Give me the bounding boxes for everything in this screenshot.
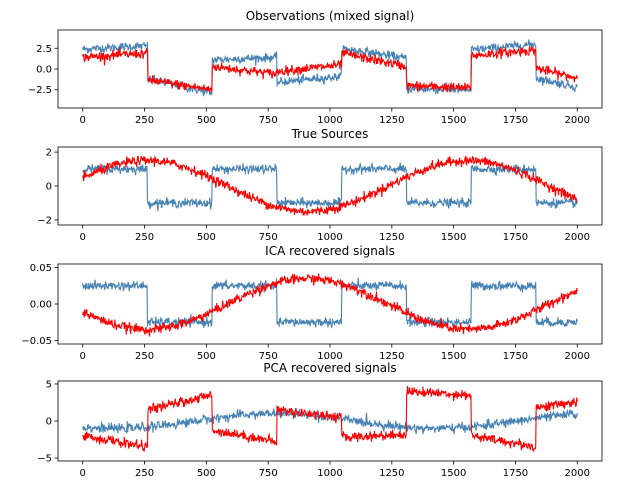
panel-true-sources-xtick-label: 1250 bbox=[379, 232, 404, 243]
panel-ica-ytick-label: 0.00 bbox=[30, 300, 52, 311]
panel-ica-xtick-label: 0 bbox=[80, 351, 86, 362]
panel-observations-xtick-label: 1250 bbox=[379, 115, 404, 126]
panel-observations-xtick-label: 1000 bbox=[317, 115, 342, 126]
panel-observations: Observations (mixed signal) 0 250 500 750 10… bbox=[28, 9, 603, 126]
panel-ica-plot bbox=[82, 273, 578, 337]
panel-pca-plot bbox=[82, 385, 578, 453]
panel-true-sources-ytick-label: −2 bbox=[37, 215, 52, 226]
panel-true-sources-ytick-label: 0 bbox=[46, 182, 52, 193]
panel-true-sources-xtick-label: 1750 bbox=[503, 232, 528, 243]
panel-ica-xtick-label: 1750 bbox=[503, 351, 528, 362]
panel-observations-xtick-label: 750 bbox=[259, 115, 278, 126]
panel-pca-xtick-label: 1000 bbox=[317, 468, 342, 479]
panel-observations-xtick-label: 500 bbox=[197, 115, 216, 126]
panel-pca-series-line-1 bbox=[82, 385, 578, 453]
panel-true-sources-xtick-label: 500 bbox=[197, 232, 216, 243]
panel-pca-xtick-label: 1250 bbox=[379, 468, 404, 479]
panel-pca-xtick-label: 500 bbox=[197, 468, 216, 479]
panel-pca-xtick-label: 0 bbox=[80, 468, 86, 479]
panel-ica-xtick-label: 1500 bbox=[441, 351, 466, 362]
panel-observations-ytick-label: 0.0 bbox=[36, 65, 52, 76]
panel-ica-xtick-label: 1000 bbox=[317, 351, 342, 362]
panel-observations-plot bbox=[82, 39, 578, 97]
panel-observations-ytick-label: −2.5 bbox=[28, 85, 52, 96]
panel-true-sources-xtick-label: 0 bbox=[80, 232, 86, 243]
panel-pca-ytick-label: −5 bbox=[37, 454, 52, 465]
panel-observations-xtick-label: 250 bbox=[135, 115, 154, 126]
panel-ica-ytick-label: −0.05 bbox=[21, 336, 52, 347]
panel-ica-series-line-1 bbox=[82, 273, 578, 337]
panel-true-sources-xtick-label: 250 bbox=[135, 232, 154, 243]
panel-true-sources-series-line-1 bbox=[82, 154, 578, 217]
panel-pca-title: PCA recovered signals bbox=[263, 361, 396, 375]
panel-true-sources-series-line-2 bbox=[82, 161, 578, 212]
panel-observations-xtick-label: 1500 bbox=[441, 115, 466, 126]
panel-true-sources-xtick-label: 2000 bbox=[565, 232, 590, 243]
panel-observations-xtick-label: 2000 bbox=[565, 115, 590, 126]
panel-ica-xtick-label: 250 bbox=[135, 351, 154, 362]
panel-ica-xtick-label: 2000 bbox=[565, 351, 590, 362]
panel-ica-xtick-label: 500 bbox=[197, 351, 216, 362]
panel-true-sources-xtick-label: 750 bbox=[259, 232, 278, 243]
panel-ica-series-line-2 bbox=[82, 277, 578, 329]
panel-true-sources-title: True Sources bbox=[291, 127, 369, 141]
panel-pca-ytick-label: 0 bbox=[46, 417, 52, 428]
panel-pca-xtick-label: 1500 bbox=[441, 468, 466, 479]
panel-true-sources-plot bbox=[82, 154, 578, 217]
panel-true-sources: True Sources 0 250 500 750 1000 1250 1500 1750 2… bbox=[37, 127, 603, 243]
panel-observations-xtick-label: 0 bbox=[80, 115, 86, 126]
panel-observations-ytick-label: 2.5 bbox=[36, 44, 52, 55]
panel-pca: PCA recovered signals 0 250 500 750 1000 1250… bbox=[37, 361, 603, 479]
panel-ica-xtick-label: 1250 bbox=[379, 351, 404, 362]
panel-ica-ytick-label: 0.05 bbox=[30, 263, 52, 274]
panel-pca-ytick-label: 5 bbox=[46, 379, 52, 390]
panel-ica: ICA recovered signals 0 250 500 750 1000 1250… bbox=[21, 244, 603, 362]
panel-observations-xtick-label: 1750 bbox=[503, 115, 528, 126]
panel-observations-series-line-1 bbox=[82, 46, 578, 93]
panel-true-sources-xtick-label: 1000 bbox=[317, 232, 342, 243]
panel-observations-title: Observations (mixed signal) bbox=[246, 9, 415, 23]
panel-pca-xtick-label: 250 bbox=[135, 468, 154, 479]
panel-ica-xtick-label: 750 bbox=[259, 351, 278, 362]
panel-pca-xtick-label: 750 bbox=[259, 468, 278, 479]
panel-true-sources-ytick-label: 2 bbox=[46, 148, 52, 159]
panel-pca-xtick-label: 2000 bbox=[565, 468, 590, 479]
panel-ica-title: ICA recovered signals bbox=[265, 244, 395, 258]
panel-observations-series-line-2 bbox=[82, 39, 578, 97]
panel-pca-xtick-label: 1750 bbox=[503, 468, 528, 479]
panel-true-sources-xtick-label: 1500 bbox=[441, 232, 466, 243]
